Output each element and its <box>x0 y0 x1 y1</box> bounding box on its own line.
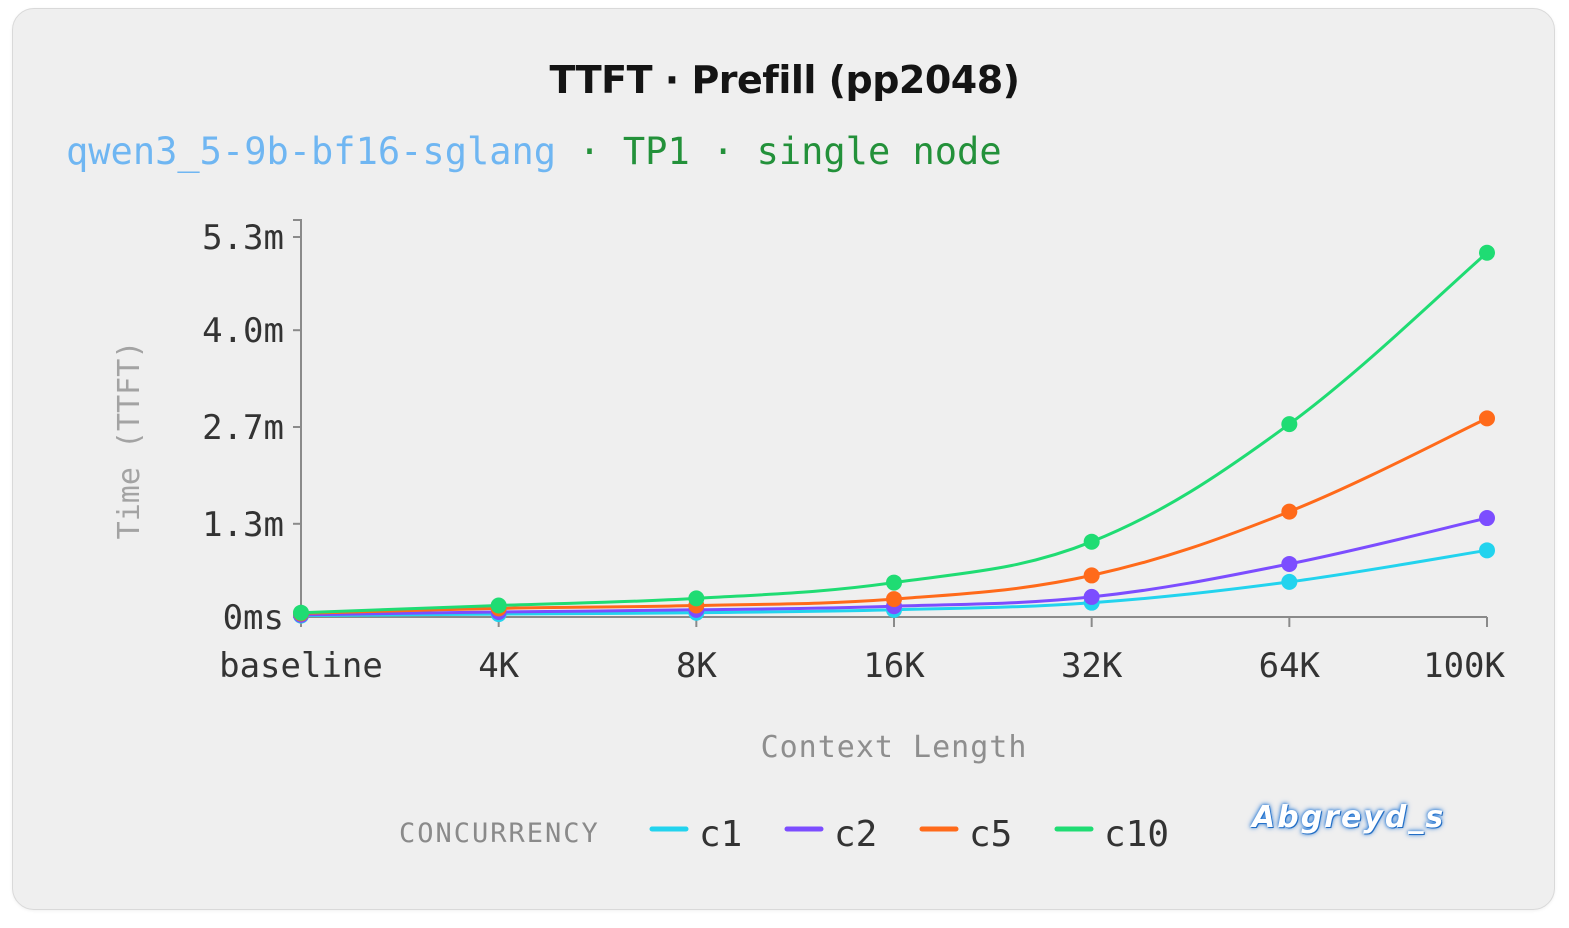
x-axis-title: Context Length <box>761 730 1028 765</box>
data-point-c5 <box>1479 410 1495 427</box>
data-point-c10 <box>293 604 309 621</box>
y-tick-label: 1.3m <box>202 505 284 545</box>
x-tick-label: 16K <box>863 646 925 686</box>
y-tick-label: 4.0m <box>202 311 284 351</box>
subtitle-node: single node <box>756 130 1002 173</box>
legend-label-c2: c2 <box>834 814 877 855</box>
y-tick-label: 5.3m <box>202 218 284 258</box>
legend: CONCURRENCY c1 c2 c5 c10 <box>399 814 1169 855</box>
subtitle-separator: · <box>556 130 623 173</box>
legend-label-c5: c5 <box>969 814 1012 855</box>
x-tick-label: 32K <box>1061 646 1123 686</box>
x-tick-label: baseline <box>219 646 383 686</box>
y-tick-label: 0ms <box>223 598 284 638</box>
x-tick-label: 100K <box>1423 646 1505 686</box>
data-point-c2 <box>1479 510 1495 527</box>
data-point-c10 <box>1479 244 1495 261</box>
x-tick-label: 8K <box>676 646 717 686</box>
data-point-c5 <box>1083 567 1100 584</box>
legend-title: CONCURRENCY <box>399 818 600 849</box>
data-point-c1 <box>1281 573 1298 590</box>
chart-title: TTFT · Prefill (pp2048) <box>549 58 1020 102</box>
x-tick-label: 64K <box>1259 646 1321 686</box>
data-point-c5 <box>886 591 902 608</box>
chart-card <box>12 8 1555 910</box>
legend-label-c10: c10 <box>1104 814 1169 855</box>
chart-subtitle: qwen3_5-9b-bf16-sglang · TP1 · single no… <box>66 130 1002 173</box>
data-point-c10 <box>490 597 507 614</box>
axes: 0ms 1.3m 2.7m 4.0m 5.3m baseline 4K 8K 16K 32K 64K… <box>112 218 1506 765</box>
data-point-c10 <box>886 574 902 591</box>
data-point-c10 <box>1281 416 1298 433</box>
watermark: Abgreyd_s <box>1252 800 1446 835</box>
x-tick-label: 4K <box>478 646 519 686</box>
series-points <box>293 244 1495 624</box>
data-point-c2 <box>1281 555 1298 572</box>
subtitle-model: qwen3_5-9b-bf16-sglang <box>66 130 557 173</box>
data-point-c10 <box>1083 533 1100 550</box>
y-axis-title: Time (TTFT) <box>112 341 147 540</box>
y-axis-line <box>293 219 302 617</box>
data-point-c1 <box>1479 542 1495 559</box>
legend-label-c1: c1 <box>699 814 742 855</box>
subtitle-separator: · <box>689 130 757 173</box>
data-point-c5 <box>1281 503 1298 520</box>
series-lines <box>299 251 1489 618</box>
data-point-c2 <box>1083 588 1100 605</box>
y-tick-label: 2.7m <box>202 408 284 448</box>
subtitle-tp: TP1 <box>622 130 690 173</box>
data-point-c10 <box>688 590 705 607</box>
